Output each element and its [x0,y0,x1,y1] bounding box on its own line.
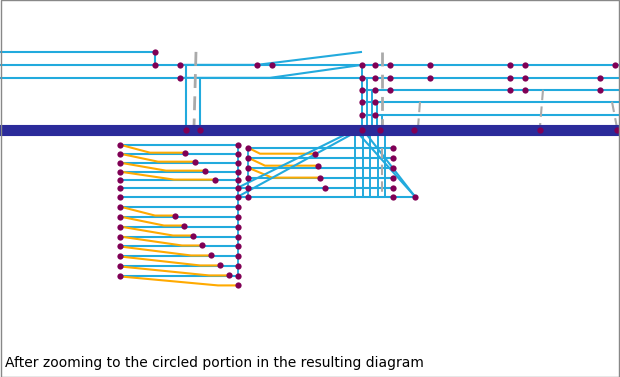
Text: After zooming to the circled portion in the resulting diagram: After zooming to the circled portion in … [5,356,424,370]
